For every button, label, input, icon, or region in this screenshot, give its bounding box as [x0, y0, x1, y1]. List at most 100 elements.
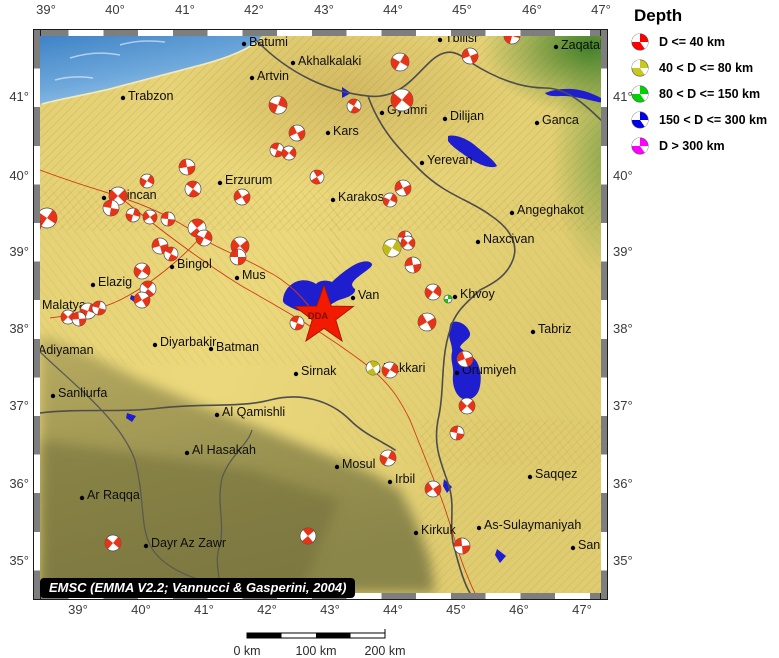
lat-tick-label: 38°: [613, 321, 633, 336]
focal-mechanism-r: [195, 229, 213, 247]
focal-mechanism-r: [404, 256, 422, 274]
relief-texture-central: [40, 190, 340, 365]
city-dot: [241, 41, 247, 47]
lat-tick-label: 37°: [613, 398, 633, 413]
city-label: Malatya: [42, 298, 86, 312]
city-dot: [350, 295, 356, 301]
city-label: Elazig: [98, 275, 132, 289]
focal-mechanism-r: [382, 192, 398, 208]
legend-item: D > 300 km: [630, 136, 778, 156]
city-label: Kars: [333, 124, 359, 138]
focal-mechanism-r: [390, 52, 410, 72]
city-label: Al Hasakah: [192, 443, 256, 457]
city-dot: [50, 393, 56, 399]
lon-tick-label: 40°: [105, 2, 125, 17]
focal-mechanism-r: [288, 124, 306, 142]
city-label: Tabriz: [538, 322, 571, 336]
legend-item: D <= 40 km: [630, 32, 778, 52]
focal-mechanism-r: [60, 309, 76, 325]
lon-tick-label: 40°: [131, 602, 151, 617]
city-label: Van: [358, 288, 379, 302]
city-dot: [169, 264, 175, 270]
city-layer: Trabzon Batumi Artvin Akhalkalaki Tbilisi Zaq…: [40, 36, 601, 552]
focal-mechanism-r: [233, 188, 251, 206]
focal-mechanism-r: [151, 237, 169, 255]
city-label: Ar Raqqa: [87, 488, 140, 502]
city-dot: [101, 195, 107, 201]
city-dot: [79, 495, 85, 501]
legend-label: D <= 40 km: [659, 35, 726, 49]
city-label: Adiyaman: [40, 343, 94, 357]
map-canvas: Trabzon Batumi Artvin Akhalkalaki Tbilisi Zaq…: [40, 36, 601, 593]
city-label: Dayr Az Zawr: [151, 536, 226, 550]
focal-mechanism-r: [133, 262, 151, 280]
focal-mechanism-r: [102, 199, 120, 217]
focal-mechanism-r: [394, 179, 412, 197]
focal-mechanism-r: [91, 300, 107, 316]
city-label: Angeghakot: [517, 203, 584, 217]
focal-mechanism-icon: [631, 59, 649, 77]
lon-tick-label: 41°: [175, 2, 195, 17]
lon-tick-label: 42°: [244, 2, 264, 17]
reservoir: [545, 88, 601, 103]
focal-mechanism-r: [449, 425, 465, 441]
city-label: Bingol: [177, 257, 212, 271]
city-dot: [217, 180, 223, 186]
legend-label: 150 < D <= 300 km: [659, 113, 768, 127]
city-label: Mosul: [342, 457, 375, 471]
city-dot: [330, 197, 336, 203]
city-label: Diyarbakir: [160, 335, 216, 349]
legend-item: 40 < D <= 80 km: [630, 58, 778, 78]
borders: [40, 39, 601, 593]
city-dot: [419, 160, 425, 166]
legend-label: 80 < D <= 150 km: [659, 87, 761, 101]
lat-tick-label: 36°: [9, 476, 29, 491]
focal-mechanism-r: [424, 480, 442, 498]
lon-tick-label: 45°: [446, 602, 466, 617]
focal-mechanism-icon: [631, 137, 649, 155]
focal-mechanism-r: [104, 534, 122, 552]
city-label: Khvoy: [460, 287, 495, 301]
city-dot: [534, 120, 540, 126]
lon-tick-label: 44°: [383, 602, 403, 617]
focal-mechanism-r: [71, 311, 87, 327]
city-label: Batman: [216, 340, 259, 354]
focal-mechanism-r: [461, 47, 479, 65]
lat-tick-label: 38°: [9, 321, 29, 336]
lon-tick-label: 47°: [591, 2, 611, 17]
focal-mechanism-r: [160, 211, 176, 227]
legend-item: 150 < D <= 300 km: [630, 110, 778, 130]
legend-title: Depth: [634, 6, 683, 25]
city-dot: [476, 525, 482, 531]
city-label: Sanliurfa: [58, 386, 107, 400]
focal-mechanism-r: [458, 397, 476, 415]
city-dot: [293, 371, 299, 377]
lon-tick-label: 46°: [509, 602, 529, 617]
city-dot: [570, 545, 576, 551]
epicenter-layer: DDA: [293, 283, 355, 343]
lon-tick-label: 46°: [522, 2, 542, 17]
focal-mechanism-r: [229, 248, 247, 266]
lon-tick-label: 42°: [257, 602, 277, 617]
legend-items: D <= 40 km 40 < D <= 80 km 80 < D <= 150 k…: [630, 32, 778, 156]
focal-mechanism-r: [125, 207, 141, 223]
lat-tick-label: 39°: [9, 244, 29, 259]
city-dot: [290, 60, 296, 66]
lat-tick-label: 40°: [9, 168, 29, 183]
city-dot: [379, 110, 385, 116]
city-label: Akhalkalaki: [298, 54, 361, 68]
city-dot: [413, 530, 419, 536]
lon-tick-label: 47°: [572, 602, 592, 617]
epicenter-star: [293, 283, 355, 343]
focal-mechanism-g: [443, 294, 453, 304]
focal-mechanism-r: [139, 173, 155, 189]
focal-mechanism-r: [142, 209, 158, 225]
focal-mechanism-r: [269, 142, 285, 158]
small-lake: [126, 413, 136, 422]
city-label: Tbilisi: [445, 36, 477, 45]
focal-mechanism-r: [346, 98, 362, 114]
lon-tick-label: 43°: [320, 602, 340, 617]
focal-mechanism-r: [381, 361, 399, 379]
city-label: Al Qamishli: [222, 405, 285, 419]
